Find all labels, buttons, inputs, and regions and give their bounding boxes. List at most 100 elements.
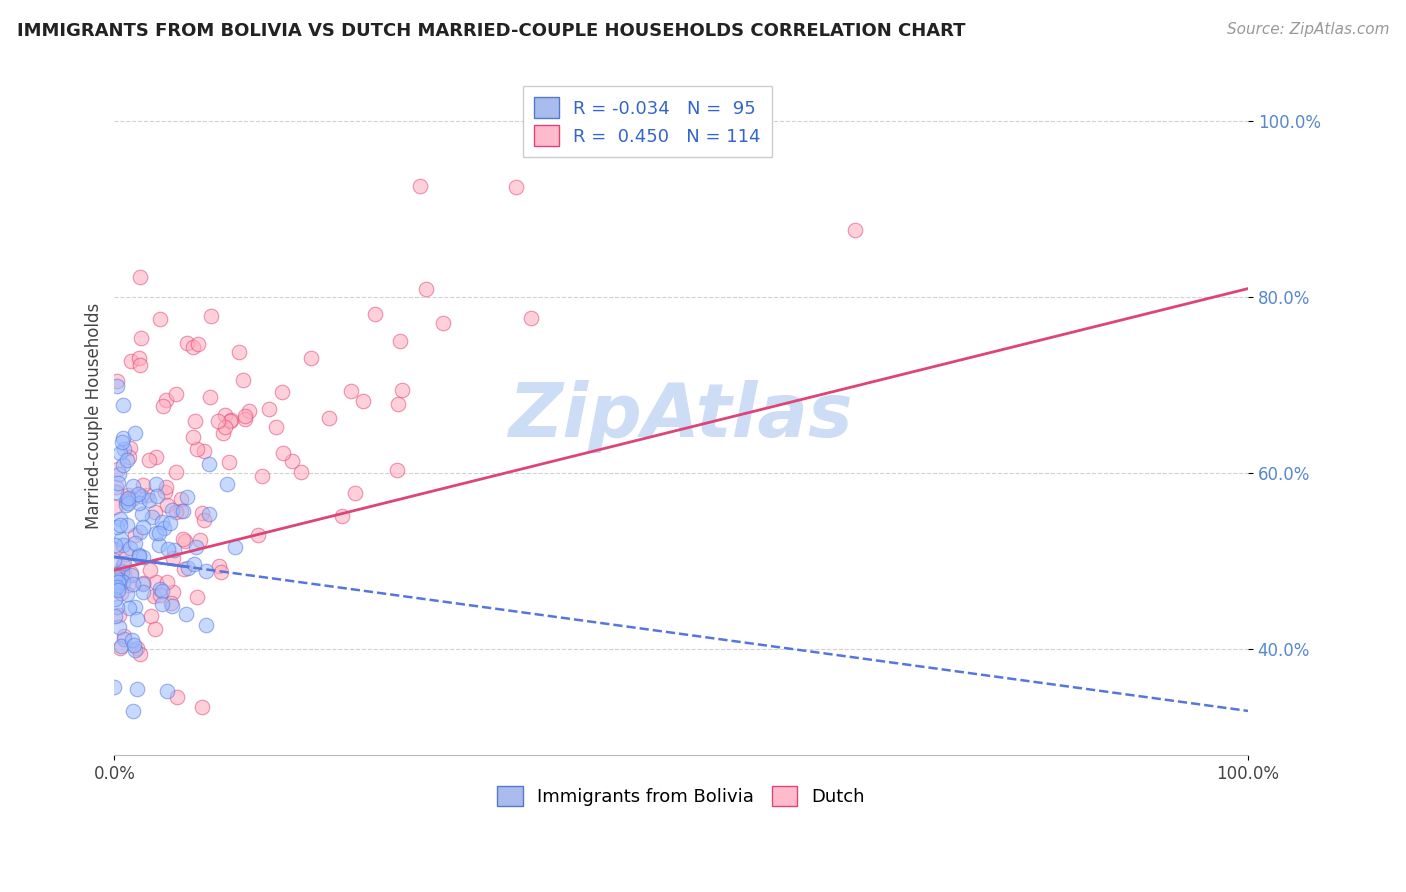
Point — [224, 540, 246, 554]
Point — [177, 561, 200, 575]
Point — [415, 281, 437, 295]
Point — [520, 310, 543, 325]
Point — [166, 690, 188, 704]
Point — [118, 541, 141, 556]
Point — [145, 450, 167, 464]
Point — [214, 419, 236, 434]
Point — [145, 476, 167, 491]
Point — [193, 443, 215, 458]
Point — [173, 504, 195, 518]
Point — [232, 374, 254, 388]
Point — [124, 599, 146, 614]
Point — [105, 374, 128, 388]
Point — [270, 385, 292, 400]
Point — [111, 434, 134, 449]
Point — [117, 491, 139, 505]
Point — [127, 487, 149, 501]
Point — [165, 505, 187, 519]
Point — [105, 599, 128, 614]
Point — [125, 681, 148, 696]
Point — [132, 520, 155, 534]
Point — [120, 567, 142, 582]
Point — [105, 378, 128, 392]
Point — [129, 647, 152, 661]
Point — [219, 414, 242, 428]
Point — [120, 354, 142, 368]
Point — [432, 316, 454, 330]
Point — [129, 524, 152, 539]
Point — [170, 491, 193, 506]
Point — [110, 563, 132, 577]
Point — [117, 453, 139, 467]
Point — [104, 538, 127, 552]
Point — [152, 521, 174, 535]
Point — [207, 414, 229, 428]
Point — [146, 489, 169, 503]
Point — [104, 609, 127, 624]
Legend: Immigrants from Bolivia, Dutch: Immigrants from Bolivia, Dutch — [491, 779, 872, 814]
Point — [110, 517, 132, 532]
Point — [118, 441, 141, 455]
Point — [132, 550, 155, 565]
Point — [132, 585, 155, 599]
Point — [128, 358, 150, 372]
Point — [138, 493, 160, 508]
Point — [107, 476, 129, 491]
Point — [111, 458, 134, 472]
Point — [107, 462, 129, 476]
Point — [111, 575, 134, 590]
Point — [197, 507, 219, 521]
Point — [183, 557, 205, 571]
Point — [181, 340, 204, 354]
Point — [159, 596, 181, 610]
Point — [352, 393, 374, 408]
Point — [117, 578, 139, 592]
Point — [165, 466, 187, 480]
Point — [150, 584, 173, 599]
Point — [143, 589, 166, 603]
Point — [108, 607, 131, 622]
Point — [165, 387, 187, 401]
Point — [110, 585, 132, 599]
Point — [117, 488, 139, 502]
Point — [163, 542, 186, 557]
Point — [103, 680, 125, 694]
Point — [120, 566, 142, 580]
Point — [104, 500, 127, 515]
Point — [107, 575, 129, 590]
Point — [198, 390, 221, 404]
Point — [211, 425, 233, 440]
Point — [159, 516, 181, 531]
Point — [108, 467, 131, 482]
Point — [238, 403, 260, 417]
Point — [155, 393, 177, 408]
Point — [152, 399, 174, 413]
Point — [104, 569, 127, 583]
Point — [273, 445, 295, 459]
Point — [128, 351, 150, 365]
Point — [105, 520, 128, 534]
Point — [107, 582, 129, 597]
Point — [112, 632, 135, 646]
Point — [128, 269, 150, 284]
Point — [208, 559, 231, 574]
Point — [138, 453, 160, 467]
Point — [186, 442, 208, 456]
Point — [139, 563, 162, 577]
Point — [132, 576, 155, 591]
Point — [115, 587, 138, 601]
Point — [108, 446, 131, 460]
Point — [115, 517, 138, 532]
Point — [172, 532, 194, 546]
Point — [184, 414, 207, 428]
Point — [148, 537, 170, 551]
Point — [233, 409, 256, 424]
Point — [162, 599, 184, 613]
Point — [128, 549, 150, 563]
Point — [115, 499, 138, 513]
Point — [124, 528, 146, 542]
Point — [214, 408, 236, 422]
Point — [218, 455, 240, 469]
Point — [299, 351, 322, 366]
Point — [104, 485, 127, 500]
